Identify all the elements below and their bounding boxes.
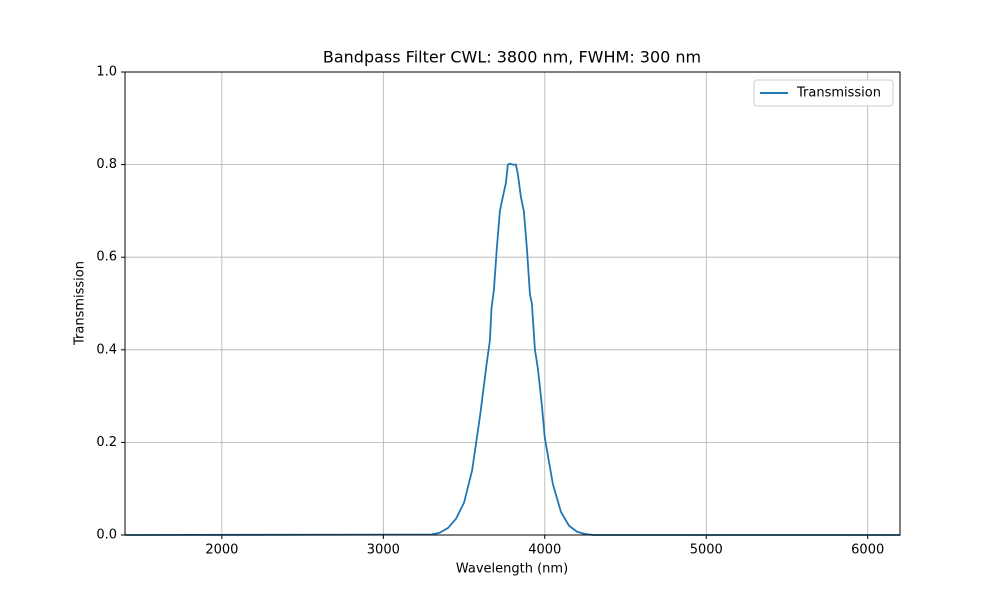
y-tick-label: 0.6 [96,250,117,265]
y-axis-label: Transmission [73,261,88,346]
plot-frame [124,71,901,536]
legend-box [753,79,894,107]
x-tick-label: 5000 [690,543,723,558]
x-tick-label: 6000 [851,543,884,558]
y-tick-label: 0.2 [96,435,117,450]
x-axis-label: Wavelength (nm) [456,562,568,577]
y-tick-label: 0.4 [96,342,117,357]
x-tick-label: 4000 [528,543,561,558]
legend-label: Transmission [796,86,881,101]
y-tick-label: 0.8 [96,157,117,172]
chart-title: Bandpass Filter CWL: 3800 nm, FWHM: 300 … [323,48,701,67]
x-tick-label: 3000 [367,543,400,558]
line-series [124,162,900,536]
y-tick-label: 1.0 [96,65,117,80]
x-tick-label: 2000 [205,543,238,558]
y-tick-label: 0.0 [96,528,117,543]
